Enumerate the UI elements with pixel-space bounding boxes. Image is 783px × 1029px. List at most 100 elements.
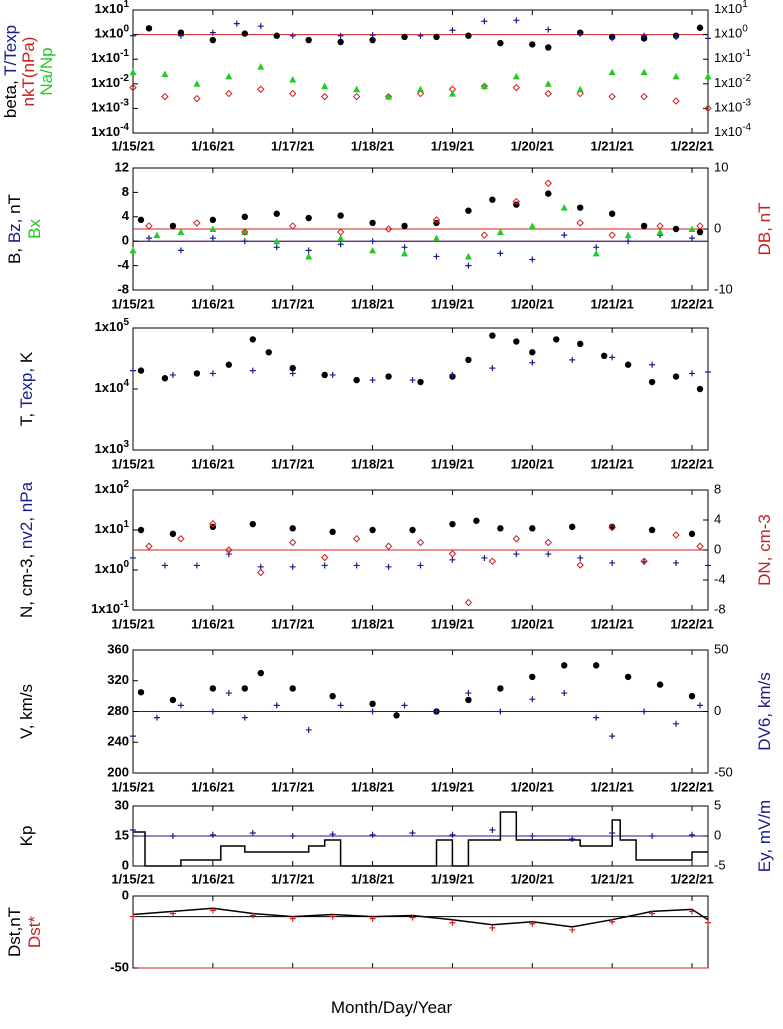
series-temperature-black-point (672, 373, 680, 380)
series-kp-blue-point (569, 836, 576, 842)
date-label-velocity: 1/17/21 (271, 779, 314, 794)
y-tick-label-bfield: 12 (115, 159, 129, 174)
date-label-bfield: 1/22/21 (670, 296, 713, 311)
series-beta-black-point (145, 25, 153, 32)
series-bfield-red-point (241, 228, 249, 236)
series-beta-green-point (512, 72, 520, 80)
series-density-red-point (257, 568, 265, 577)
y-axis-label-bfield: B, Bz, nT (5, 194, 24, 264)
series-bfield-red-point (480, 231, 489, 239)
date-label-temperature: 1/17/21 (271, 456, 314, 471)
series-density-blue-point (513, 551, 520, 558)
series-velocity-black-point (257, 669, 264, 677)
series-velocity-blue-point (305, 726, 312, 733)
date-label-beta: 1/16/21 (191, 138, 234, 153)
y-tick-label-dst: 0 (122, 887, 129, 902)
series-beta-green-point (385, 93, 393, 100)
series-kp-blue-point (369, 831, 376, 838)
date-label-beta: 1/21/21 (590, 138, 633, 153)
series-kp-blue-point (289, 833, 296, 839)
series-bfield-green-point (464, 252, 472, 260)
series-temperature-black-point (513, 338, 520, 345)
series-density-red-point (640, 557, 648, 565)
series-bfield-blue-point (689, 235, 696, 242)
series-temperature-blue-point (130, 367, 136, 374)
series-velocity-blue-point (153, 714, 160, 721)
series-velocity-blue-point (697, 702, 704, 709)
series-bfield-green-point (209, 225, 217, 232)
series-bfield-red-point (576, 219, 584, 227)
series-bfield-black-point (401, 222, 408, 230)
series-velocity-blue-point (130, 733, 136, 740)
series-temperature-blue-point (329, 371, 336, 378)
date-label-density: 1/19/21 (431, 616, 474, 631)
series-beta-blue-point (177, 32, 184, 39)
series-density-black-point (169, 530, 177, 538)
series-bfield-red-point (336, 228, 345, 236)
series-temperature-black-point (289, 364, 296, 372)
series-velocity-black-point (592, 662, 600, 669)
series-temperature-black-point (417, 378, 424, 386)
series-density-red-point (448, 550, 457, 558)
series-dst-red-point (449, 919, 456, 926)
series-bfield-green-point (177, 228, 185, 236)
series-kp-blue-point (130, 827, 136, 833)
series-beta-black-point (273, 32, 280, 39)
date-label-temperature: 1/16/21 (191, 456, 234, 471)
series-bfield-green-point (273, 237, 281, 245)
series-velocity-black-point (169, 696, 177, 704)
series-temperature-blue-point (569, 356, 576, 363)
date-label-bfield: 1/18/21 (351, 296, 394, 311)
series-temperature-black-point (696, 385, 704, 393)
series-beta-green-point (544, 80, 552, 87)
series-bfield-black-point (137, 216, 145, 224)
date-label-kp: 1/17/21 (271, 871, 314, 886)
y2-tick-label-bfield: -10 (714, 281, 733, 296)
date-label-density: 1/21/21 (590, 616, 633, 631)
series-velocity-black-point (561, 662, 568, 669)
series-dst-red-point (209, 907, 216, 914)
series-bfield-red-point (193, 219, 201, 227)
series-density-black-point (369, 526, 376, 534)
series-temperature-black-point (648, 378, 656, 386)
series-velocity-blue-point (273, 702, 280, 709)
series-kp-blue-point (649, 833, 656, 839)
series-velocity-blue-point (337, 702, 344, 709)
series-kp-blue-point (329, 831, 336, 838)
series-temperature-blue-point (369, 377, 376, 384)
y2-tick-label-density: -4 (714, 571, 726, 586)
series-density-black-point (473, 517, 480, 524)
series-temperature-blue-point (609, 354, 616, 361)
series-velocity-blue-point (673, 720, 680, 727)
series-density-red-point (576, 561, 584, 569)
series-beta-red-point (129, 83, 137, 92)
y-tick-label-bfield: 8 (122, 184, 129, 199)
series-velocity-blue-point (369, 708, 376, 715)
y2-axis-label-kp: Ey, mV/m (755, 800, 774, 872)
y-axis-label-beta: Na/Np (37, 47, 56, 95)
series-density-blue-point (673, 559, 680, 566)
y2-tick-label-bfield: 0 (714, 220, 721, 235)
series-dst-red-point (489, 924, 496, 931)
series-beta-green-point (193, 80, 201, 87)
series-beta-green-point (608, 68, 616, 76)
series-bfield-black-point (672, 225, 680, 233)
series-density-red-point (464, 598, 473, 607)
series-beta-blue-point (577, 30, 584, 37)
series-density-red-point (696, 542, 704, 550)
series-density-black-point (329, 528, 336, 536)
series-density-black-point (137, 526, 145, 534)
series-bfield-black-point (696, 228, 704, 236)
series-beta-blue-point (513, 17, 520, 24)
series-density-red-point (177, 535, 185, 543)
series-bfield-blue-point (529, 256, 536, 263)
series-beta-blue-point (481, 18, 488, 25)
series-density-red-point (289, 538, 297, 547)
series-bfield-blue-point (145, 235, 152, 242)
date-label-temperature: 1/18/21 (351, 456, 394, 471)
series-velocity-black-point (137, 689, 145, 696)
series-bfield-green-point (369, 246, 377, 254)
series-bfield-green-point (129, 246, 137, 254)
series-density-black-point (497, 525, 504, 532)
